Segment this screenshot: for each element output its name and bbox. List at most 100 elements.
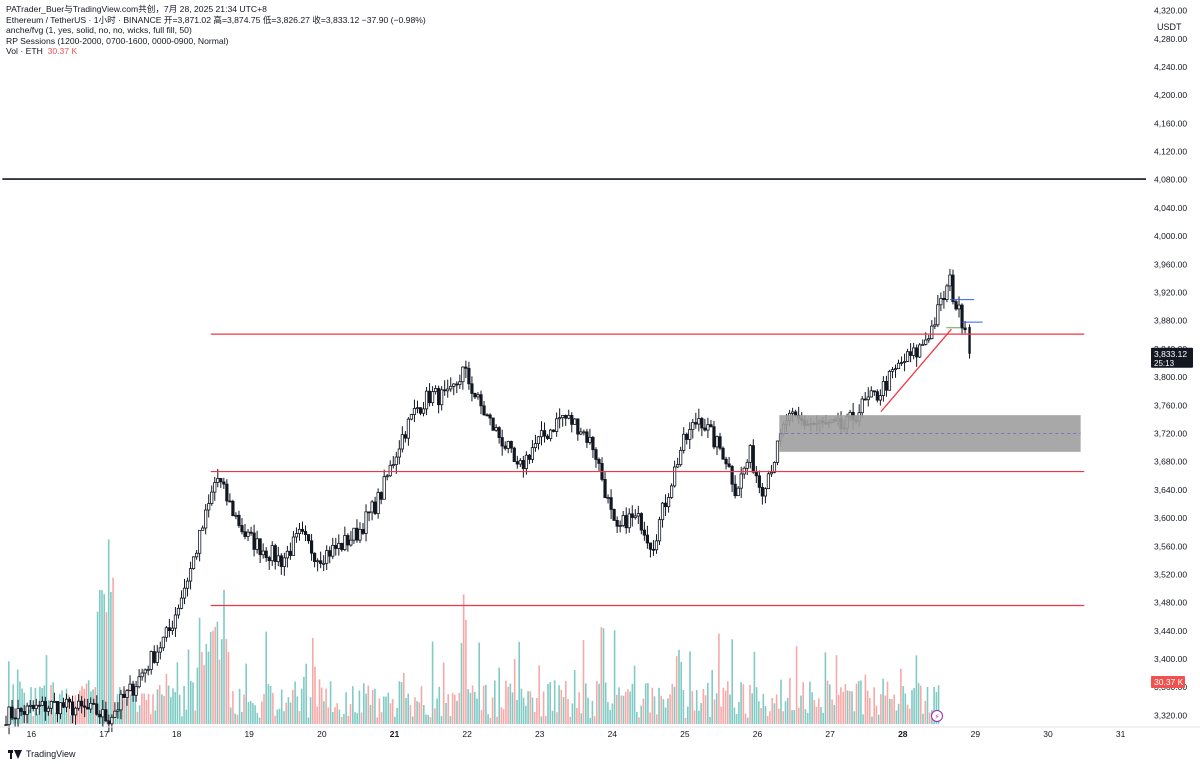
volume-bar — [218, 659, 221, 724]
candle-up — [763, 488, 767, 497]
candle-down — [624, 515, 628, 529]
volume-bar — [505, 680, 507, 724]
volume-bar — [886, 681, 889, 724]
volume-bar — [178, 694, 181, 724]
candle-up — [164, 627, 168, 638]
volume-bar — [70, 715, 72, 724]
volume-bar — [900, 668, 902, 724]
volume-bar — [687, 706, 689, 724]
candle-up — [424, 390, 429, 410]
volume-bar — [656, 714, 658, 724]
candle-down — [727, 463, 731, 467]
volume-bar — [278, 708, 281, 724]
volume-bar — [21, 688, 23, 724]
volume-bar — [764, 706, 767, 724]
price-tick-label: 3,920.00 — [1154, 288, 1187, 298]
candle-up — [878, 395, 882, 401]
volume-bar — [396, 707, 398, 724]
candle-up — [573, 418, 577, 425]
volume-bar — [314, 666, 316, 724]
volume-bar — [329, 681, 332, 724]
volume-bar — [485, 684, 487, 724]
candle-up — [918, 344, 922, 358]
volume-bar — [633, 665, 636, 724]
candle-up — [406, 418, 410, 439]
candle-up — [957, 304, 961, 310]
volume-bar — [589, 717, 591, 724]
symbol-info[interactable]: Ethereum / TetherUS · 1小时 · BINANCE 开=3,… — [6, 14, 426, 25]
volume-bar — [720, 706, 722, 724]
candle-up — [440, 389, 444, 406]
volume-bars — [8, 539, 940, 724]
candle-down — [122, 693, 126, 698]
volume-bar — [152, 694, 154, 724]
volume-bar — [434, 708, 436, 724]
price-tick-label: 4,160.00 — [1154, 118, 1187, 128]
volume-bar — [753, 651, 756, 724]
candle-up — [261, 550, 265, 556]
candle-up — [400, 434, 404, 450]
volume-bar — [724, 690, 727, 724]
candle-down — [718, 436, 722, 449]
candle-up — [476, 394, 480, 398]
candle-up — [679, 450, 683, 466]
candle-up — [902, 361, 907, 363]
candle-down — [639, 513, 643, 531]
volume-bar — [462, 594, 465, 724]
candle-down — [80, 700, 84, 707]
candle-down — [312, 552, 317, 562]
volume-bar — [917, 683, 920, 724]
volume-bar — [711, 670, 713, 724]
volume-bar — [533, 712, 536, 724]
volume-bar — [487, 714, 489, 724]
indicator-fvg[interactable]: anche/fvg (1, yes, solid, no, no, wicks,… — [6, 25, 192, 36]
indicator-volume[interactable]: Vol · ETH 30.37 K — [6, 46, 426, 57]
volume-bar — [502, 709, 505, 724]
volume-bar — [786, 697, 789, 724]
candle-up — [561, 415, 565, 419]
volume-bar — [158, 685, 161, 724]
candle-down — [515, 461, 519, 465]
candle-up — [49, 701, 53, 709]
volume-bar — [536, 698, 538, 724]
candle-down — [709, 424, 713, 428]
candle-up — [739, 473, 743, 489]
candle-up — [191, 556, 196, 569]
volume-bar — [722, 687, 725, 724]
candle-down — [730, 466, 734, 485]
candle-down — [67, 698, 72, 703]
candle-down — [512, 447, 516, 463]
candle-down — [685, 433, 689, 440]
indicator-sessions[interactable]: RP Sessions (1200-2000, 0700-1600, 0000-… — [6, 35, 229, 46]
volume-bar — [423, 705, 425, 724]
volume-bar — [163, 696, 165, 724]
volume-bar — [458, 692, 461, 724]
volume-bar — [438, 686, 441, 724]
volume-bar — [551, 710, 554, 724]
volume-bar — [906, 704, 909, 724]
candle-up — [331, 544, 335, 557]
candle-up — [567, 414, 571, 419]
candle-up — [736, 487, 740, 497]
volume-bar — [547, 683, 549, 724]
volume-bar — [192, 682, 194, 724]
volume-bar — [447, 694, 449, 724]
volume-bar — [28, 709, 30, 724]
candle-down — [585, 431, 589, 443]
candle-down — [249, 531, 253, 534]
volume-bar — [638, 717, 640, 724]
candle-down — [303, 531, 308, 535]
volume-bar — [312, 637, 314, 724]
volume-bar — [560, 689, 563, 724]
volume-bar — [651, 687, 654, 724]
candle-up — [618, 525, 622, 527]
candle-down — [863, 398, 867, 401]
candle-down — [443, 389, 447, 392]
volume-bar — [316, 706, 318, 724]
candle-up — [113, 710, 117, 718]
candle-up — [588, 436, 592, 443]
tradingview-brand[interactable]: TradingView — [8, 749, 76, 759]
candle-up — [633, 515, 637, 518]
volume-bar — [272, 693, 274, 724]
